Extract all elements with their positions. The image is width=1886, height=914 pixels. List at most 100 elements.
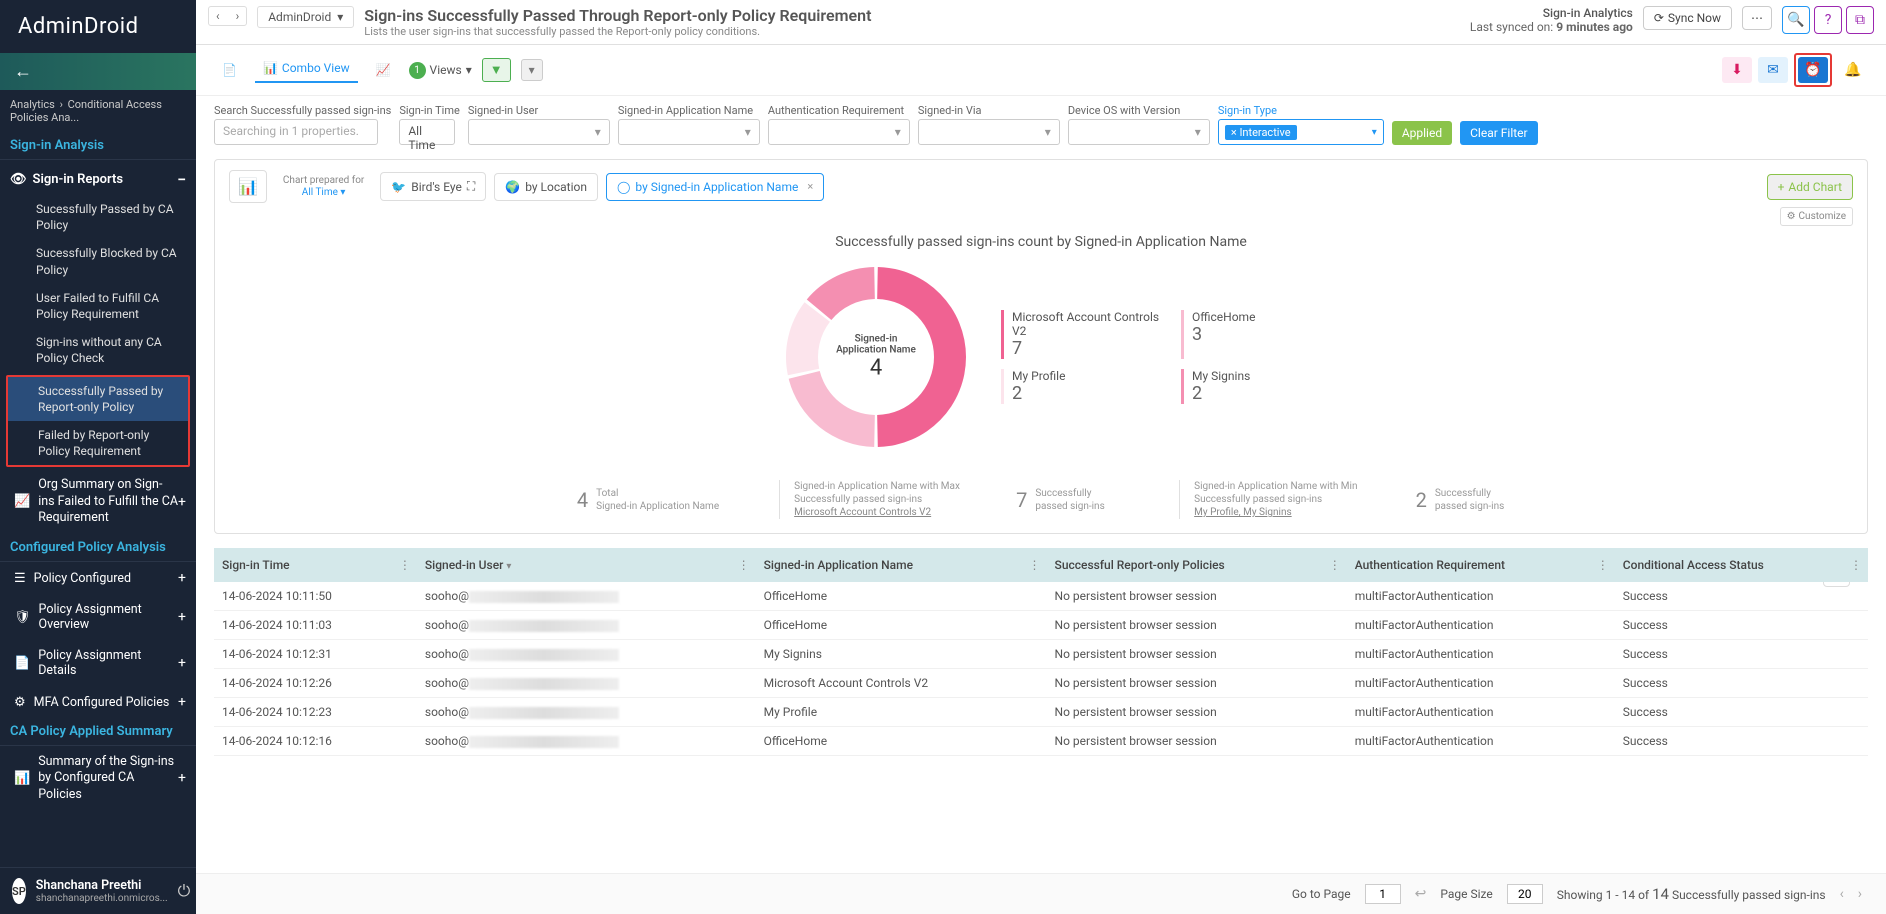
filter-add-button[interactable]: ▾: [521, 59, 543, 81]
table-row[interactable]: 14-06-2024 10:12:26sooho@Microsoft Accou…: [214, 669, 1868, 698]
column-header[interactable]: Signed-in User ▾⋮: [417, 548, 756, 582]
schedule-icon[interactable]: ⏰: [1798, 57, 1828, 83]
customize-button[interactable]: ⚙ Customize: [1780, 207, 1853, 226]
tab-by-location[interactable]: 🌍 by Location: [494, 173, 598, 201]
filter-button[interactable]: ▼: [482, 58, 511, 82]
nav-blocked-ca[interactable]: Sucessfully Blocked by CA Policy: [0, 239, 196, 283]
goto-page-input[interactable]: [1365, 884, 1401, 904]
chart-view-button[interactable]: 📈: [368, 59, 399, 81]
bell-icon[interactable]: 🔔: [1838, 57, 1868, 83]
chart-panel: 📊 Chart prepared for All Time ▾ 🐦 Bird's…: [214, 159, 1868, 534]
bar-icon: 📊: [14, 771, 30, 786]
sync-info: Sign-in Analytics Last synced on: 9 minu…: [1470, 6, 1633, 34]
next-page[interactable]: ›: [1858, 886, 1862, 902]
page-subtitle: Lists the user sign-ins that successfull…: [364, 25, 1460, 38]
table-cell: 14-06-2024 10:12:26: [214, 669, 417, 698]
close-icon[interactable]: ×: [807, 180, 813, 193]
app-dropdown[interactable]: ▾: [618, 119, 760, 145]
help-icon[interactable]: ?: [1814, 6, 1842, 34]
nav-passed-report-only[interactable]: Successfully Passed by Report-only Polic…: [8, 377, 188, 421]
nav-mfa-policies[interactable]: ⚙MFA Configured Policies+: [0, 686, 196, 718]
goto-label: Go to Page: [1292, 887, 1351, 901]
goto-arrow[interactable]: ↩: [1415, 886, 1427, 902]
auth-dropdown[interactable]: ▾: [768, 119, 910, 145]
nav-policy-configured[interactable]: ☰Policy Configured+: [0, 562, 196, 594]
eye-icon: 👁: [10, 172, 27, 187]
history-fwd[interactable]: ›: [229, 7, 247, 25]
table-cell: 14-06-2024 10:12:23: [214, 698, 417, 727]
nav-org-summary[interactable]: 📈 Org Summary on Sign-ins Failed to Fulf…: [0, 469, 196, 534]
schedule-highlight: ⏰: [1794, 53, 1832, 87]
doc-view-button[interactable]: 📄: [214, 59, 245, 81]
chart-prep-label: Chart prepared for All Time ▾: [275, 175, 372, 199]
column-header[interactable]: Sign-in Time⋮: [214, 548, 417, 582]
table-cell: multiFactorAuthentication: [1347, 640, 1615, 669]
search-input[interactable]: Searching in 1 properties.: [214, 119, 378, 145]
nav-highlight-box: Successfully Passed by Report-only Polic…: [6, 375, 190, 468]
table-row[interactable]: 14-06-2024 10:12:23sooho@My ProfileNo pe…: [214, 698, 1868, 727]
more-button[interactable]: ⋯: [1742, 6, 1772, 30]
breadcrumb-pill[interactable]: AdminDroid▾: [257, 6, 354, 28]
column-header[interactable]: Successful Report-only Policies⋮: [1047, 548, 1347, 582]
table-cell: Success: [1615, 698, 1868, 727]
table-cell: sooho@: [417, 640, 756, 669]
os-label: Device OS with Version: [1068, 104, 1210, 117]
download-icon[interactable]: ⬇: [1722, 57, 1752, 83]
combo-view-button[interactable]: 📊 Combo View: [255, 57, 358, 83]
table-cell: sooho@: [417, 727, 756, 756]
global-search-icon[interactable]: 🔍: [1782, 6, 1810, 34]
user-avatar[interactable]: SP: [12, 878, 26, 904]
chevron-down-icon: ▾: [337, 10, 343, 24]
history-back[interactable]: ‹: [209, 7, 227, 25]
table-cell: 14-06-2024 10:11:03: [214, 611, 417, 640]
table-cell: 14-06-2024 10:12:16: [214, 727, 417, 756]
nav-failed-report-only[interactable]: Failed by Report-only Policy Requirement: [8, 421, 188, 465]
nav-without-ca[interactable]: Sign-ins without any CA Policy Check: [0, 328, 196, 372]
back-band[interactable]: ←: [0, 53, 196, 90]
nav-policy-assignment-overview[interactable]: 🛡Policy Assignment Overview+: [0, 594, 196, 640]
tab-birds-eye[interactable]: 🐦 Bird's Eye ⛶: [380, 172, 486, 201]
time-dropdown[interactable]: All Time: [399, 119, 455, 145]
section-configured-policy: Configured Policy Analysis: [0, 534, 196, 562]
chart-icon: 📈: [14, 494, 30, 509]
copy-icon[interactable]: ⧉: [1846, 6, 1874, 34]
signin-type-dropdown[interactable]: × Interactive ▾: [1218, 119, 1384, 145]
page-size-input[interactable]: [1507, 884, 1543, 904]
add-chart-button[interactable]: + Add Chart: [1767, 174, 1853, 200]
table-row[interactable]: 14-06-2024 10:11:50sooho@OfficeHomeNo pe…: [214, 582, 1868, 611]
sidebar-breadcrumb: Analytics › Conditional Access Policies …: [0, 90, 196, 132]
os-dropdown[interactable]: ▾: [1068, 119, 1210, 145]
table-cell: multiFactorAuthentication: [1347, 669, 1615, 698]
user-dropdown[interactable]: ▾: [468, 119, 610, 145]
nav-failed-ca[interactable]: User Failed to Fulfill CA Policy Require…: [0, 284, 196, 328]
clear-filter-button[interactable]: Clear Filter: [1460, 121, 1538, 145]
via-dropdown[interactable]: ▾: [918, 119, 1060, 145]
table-row[interactable]: 14-06-2024 10:12:16sooho@OfficeHomeNo pe…: [214, 727, 1868, 756]
power-icon[interactable]: ⏻: [178, 881, 191, 901]
column-header[interactable]: Signed-in Application Name⋮: [756, 548, 1047, 582]
table-cell: 14-06-2024 10:11:50: [214, 582, 417, 611]
chart-icon-btn[interactable]: 📊: [229, 170, 267, 203]
column-header[interactable]: Conditional Access Status⋮: [1615, 548, 1868, 582]
table-cell: No persistent browser session: [1047, 698, 1347, 727]
table-cell: sooho@: [417, 698, 756, 727]
group-signin-reports[interactable]: 👁 Sign-in Reports −: [0, 160, 196, 195]
back-arrow-icon: ←: [14, 61, 32, 82]
table-row[interactable]: 14-06-2024 10:11:03sooho@OfficeHomeNo pe…: [214, 611, 1868, 640]
table-cell: sooho@: [417, 611, 756, 640]
applied-button[interactable]: Applied: [1392, 121, 1452, 145]
nav-passed-ca[interactable]: Sucessfully Passed by CA Policy: [0, 195, 196, 239]
mail-icon[interactable]: ✉: [1758, 57, 1788, 83]
nav-summary-signins[interactable]: 📊Summary of the Sign-ins by Configured C…: [0, 746, 196, 811]
table-row[interactable]: 14-06-2024 10:12:31sooho@My SigninsNo pe…: [214, 640, 1868, 669]
views-dropdown[interactable]: 1 Views ▾: [409, 62, 472, 79]
tab-by-app[interactable]: ◯ by Signed-in Application Name×: [606, 173, 824, 201]
type-label: Sign-in Type: [1218, 104, 1384, 117]
breadcrumb-a[interactable]: Analytics: [10, 98, 55, 111]
column-header[interactable]: Authentication Requirement⋮: [1347, 548, 1615, 582]
prev-page[interactable]: ‹: [1840, 886, 1844, 902]
brand-logo: AdminDroid: [0, 0, 196, 53]
chart-stats: 4 TotalSigned-in Application Name Signed…: [229, 470, 1853, 519]
nav-policy-assignment-details[interactable]: 📄Policy Assignment Details+: [0, 640, 196, 686]
sync-now-button[interactable]: ⟳ Sync Now: [1643, 6, 1732, 30]
